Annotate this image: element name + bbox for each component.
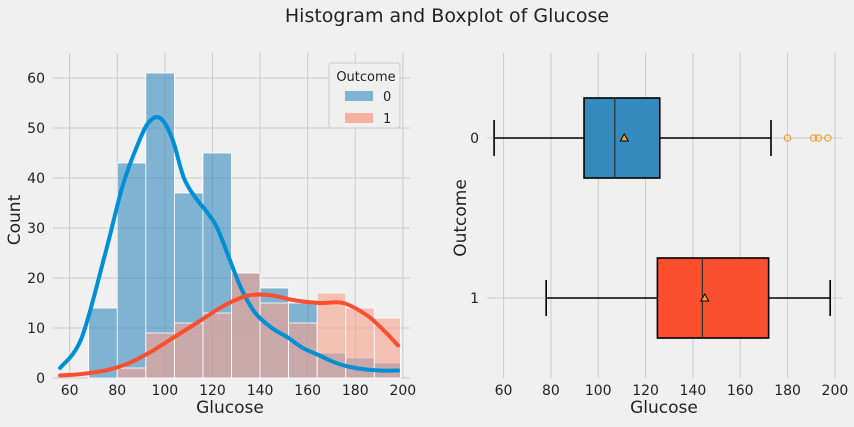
y-tick-label-50: 50 [27, 121, 45, 137]
bar-outcome-0-bin-2 [145, 72, 175, 379]
mean-marker-1 [699, 292, 710, 302]
histogram-x-tick-labels: 60 80 100 120 140 160 180 200 [61, 383, 416, 399]
y-tick-label-30: 30 [27, 221, 45, 237]
bar-outcome-1-bin-1 [116, 367, 147, 379]
x-tick-label-160: 160 [294, 383, 321, 399]
legend-label-1: 1 [383, 112, 391, 127]
box-x-tick-label-140: 140 [680, 383, 707, 399]
y-tick-label-60: 60 [27, 71, 45, 87]
outlier-0-3 [823, 134, 832, 142]
x-tick-label-60: 60 [61, 383, 79, 399]
box-y-tick-label-1: 1 [470, 291, 479, 307]
bar-outcome-0-bin-0 [88, 307, 118, 379]
histogram-bars-outcome-1 [116, 272, 401, 379]
kde-line-outcome-0 [58, 115, 401, 373]
box-x-tick-label-160: 160 [727, 383, 754, 399]
y-tick-label-10: 10 [27, 321, 45, 337]
x-tick-label-120: 120 [199, 383, 226, 399]
y-tick-label-20: 20 [27, 271, 45, 287]
box-x-tick-label-200: 200 [822, 383, 849, 399]
histogram-y-tick-labels: 0 10 20 30 40 50 60 [27, 71, 45, 387]
boxplot-y-axis-label: Outcome [451, 179, 471, 257]
bar-outcome-1-bin-4 [202, 312, 232, 379]
x-tick-label-80: 80 [108, 383, 126, 399]
box-x-tick-label-120: 120 [632, 383, 659, 399]
y-tick-label-0: 0 [36, 371, 45, 387]
box-x-tick-label-100: 100 [585, 383, 612, 399]
kde-line-outcome-1 [58, 292, 401, 378]
box-y-tick-label-0: 0 [470, 131, 479, 147]
legend: Outcome 0 1 [328, 62, 401, 129]
legend-title: Outcome [336, 70, 395, 85]
figure-title: Histogram and Boxplot of Glucose [285, 5, 609, 27]
boxplot-x-axis-label: Glucose [630, 398, 698, 418]
box-x-tick-label-60: 60 [495, 383, 513, 399]
boxplot-x-tick-labels: 60 80 100 120 140 160 180 200 [495, 383, 849, 399]
boxplot-marks [493, 97, 832, 339]
histogram-x-axis-label: Glucose [196, 398, 264, 418]
x-tick-label-200: 200 [389, 383, 416, 399]
boxplot-y-tick-labels: 01 [470, 131, 479, 307]
x-tick-label-100: 100 [151, 383, 178, 399]
legend-swatch-1 [345, 113, 373, 123]
bar-outcome-1-bin-5 [231, 272, 261, 379]
outlier-0-2 [814, 134, 823, 142]
bar-outcome-1-bin-3 [173, 322, 204, 379]
boxplot-chart: 60 80 100 120 140 160 180 200 01 Glucose Outcom… [451, 53, 848, 418]
outlier-0-0 [783, 134, 792, 142]
y-tick-label-40: 40 [27, 171, 45, 187]
mean-marker-0 [619, 132, 630, 142]
box-1 [656, 257, 770, 339]
x-tick-label-180: 180 [342, 383, 369, 399]
bar-outcome-1-bin-6 [259, 302, 290, 379]
legend-swatch-0 [345, 91, 373, 101]
box-x-tick-label-80: 80 [542, 383, 560, 399]
legend-label-0: 0 [383, 90, 391, 105]
histogram-kde-lines [58, 115, 401, 378]
box-x-tick-label-180: 180 [774, 383, 801, 399]
x-tick-label-140: 140 [247, 383, 274, 399]
histogram-y-axis-label: Count [5, 194, 25, 245]
outlier-0-1 [809, 134, 818, 142]
